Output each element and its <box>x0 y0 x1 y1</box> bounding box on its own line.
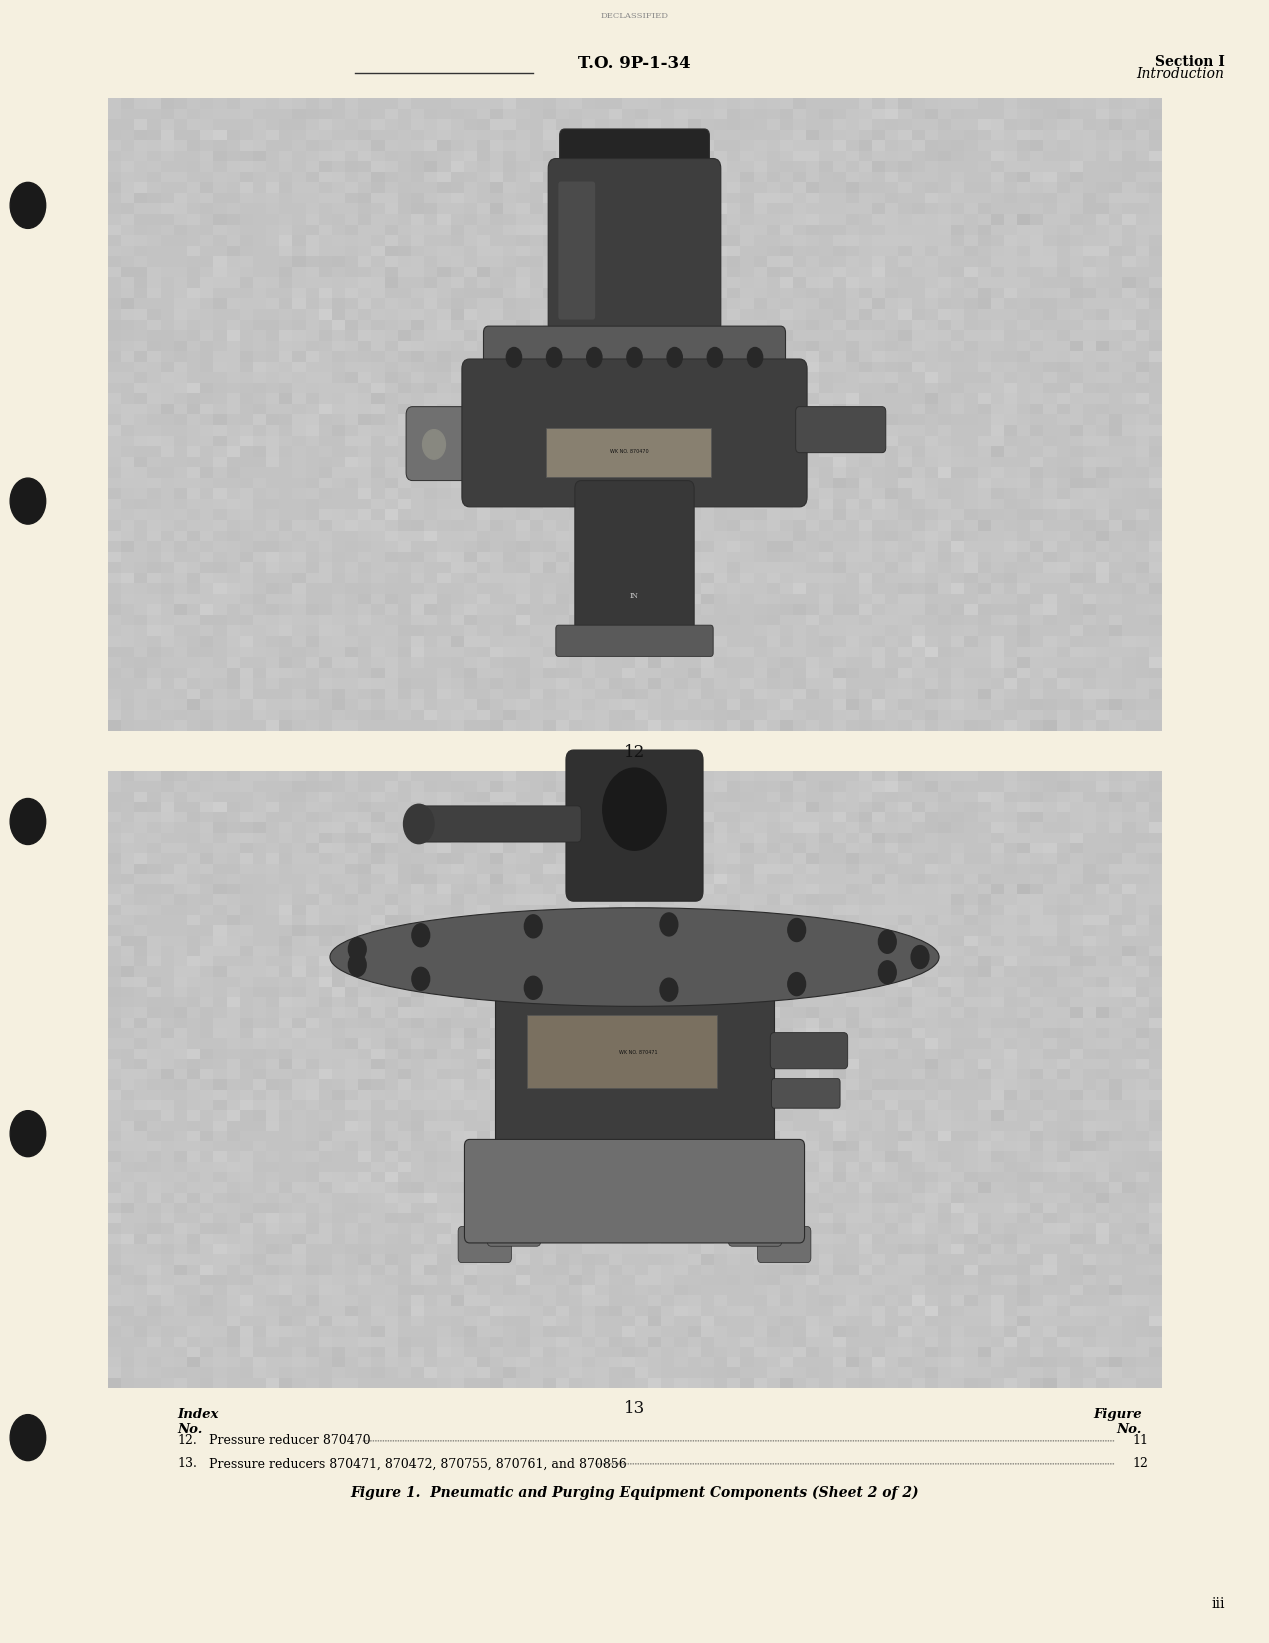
Circle shape <box>911 945 929 968</box>
Circle shape <box>660 978 678 1001</box>
Circle shape <box>878 961 896 984</box>
Circle shape <box>603 767 666 851</box>
Text: IN: IN <box>631 591 638 600</box>
FancyBboxPatch shape <box>415 805 581 841</box>
FancyBboxPatch shape <box>495 948 774 1153</box>
FancyBboxPatch shape <box>796 406 886 452</box>
Text: DECLASSIFIED: DECLASSIFIED <box>600 12 669 20</box>
FancyBboxPatch shape <box>546 427 711 476</box>
Circle shape <box>412 968 430 991</box>
FancyBboxPatch shape <box>527 1014 717 1088</box>
Text: iii: iii <box>1211 1597 1225 1612</box>
Text: Section I: Section I <box>1155 54 1225 69</box>
Circle shape <box>660 914 678 937</box>
Text: 12: 12 <box>1132 1457 1148 1470</box>
Circle shape <box>788 973 806 996</box>
Circle shape <box>10 1415 46 1461</box>
Circle shape <box>349 953 367 976</box>
Text: Figure: Figure <box>1094 1408 1142 1421</box>
FancyBboxPatch shape <box>462 360 807 506</box>
Circle shape <box>412 923 430 946</box>
Circle shape <box>349 938 367 961</box>
FancyBboxPatch shape <box>483 325 786 388</box>
Text: Index: Index <box>178 1408 220 1421</box>
Circle shape <box>404 803 434 845</box>
Circle shape <box>878 930 896 953</box>
Text: Pressure reducers 870471, 870472, 870755, 870761, and 870856: Pressure reducers 870471, 870472, 870755… <box>209 1457 627 1470</box>
Circle shape <box>547 348 562 368</box>
Circle shape <box>586 348 602 368</box>
Circle shape <box>747 348 763 368</box>
FancyBboxPatch shape <box>406 406 482 480</box>
Text: 11: 11 <box>1132 1434 1148 1447</box>
Text: 12.: 12. <box>178 1434 198 1447</box>
FancyBboxPatch shape <box>487 1209 541 1245</box>
Circle shape <box>707 348 722 368</box>
Text: 13.: 13. <box>178 1457 198 1470</box>
Text: 13: 13 <box>624 1400 645 1416</box>
FancyBboxPatch shape <box>566 749 703 900</box>
Circle shape <box>524 915 542 938</box>
Circle shape <box>506 348 522 368</box>
Circle shape <box>10 182 46 228</box>
Text: WK NO. 870470: WK NO. 870470 <box>610 449 648 453</box>
Circle shape <box>10 478 46 524</box>
Ellipse shape <box>330 907 939 1006</box>
FancyBboxPatch shape <box>728 1209 782 1245</box>
Text: 12: 12 <box>624 744 645 761</box>
Text: No.: No. <box>1117 1423 1142 1436</box>
FancyBboxPatch shape <box>556 624 713 656</box>
Circle shape <box>788 918 806 941</box>
Circle shape <box>10 798 46 845</box>
FancyBboxPatch shape <box>558 181 595 319</box>
FancyBboxPatch shape <box>464 1140 805 1242</box>
FancyBboxPatch shape <box>770 1032 848 1068</box>
Text: No.: No. <box>178 1423 203 1436</box>
FancyBboxPatch shape <box>758 1226 811 1262</box>
Text: Pressure reducer 870470: Pressure reducer 870470 <box>209 1434 371 1447</box>
Text: WK NO. 870471: WK NO. 870471 <box>619 1050 657 1055</box>
Text: Figure 1.  Pneumatic and Purging Equipment Components (Sheet 2 of 2): Figure 1. Pneumatic and Purging Equipmen… <box>350 1485 919 1500</box>
Circle shape <box>627 348 642 368</box>
Text: Introduction: Introduction <box>1137 66 1225 81</box>
FancyBboxPatch shape <box>772 1078 840 1107</box>
Circle shape <box>667 348 683 368</box>
FancyBboxPatch shape <box>560 128 709 182</box>
FancyBboxPatch shape <box>458 1226 511 1262</box>
FancyBboxPatch shape <box>575 480 694 644</box>
Circle shape <box>10 1111 46 1157</box>
Circle shape <box>524 976 542 999</box>
FancyBboxPatch shape <box>548 158 721 334</box>
Circle shape <box>423 429 445 458</box>
Text: T.O. 9P-1-34: T.O. 9P-1-34 <box>579 54 690 72</box>
